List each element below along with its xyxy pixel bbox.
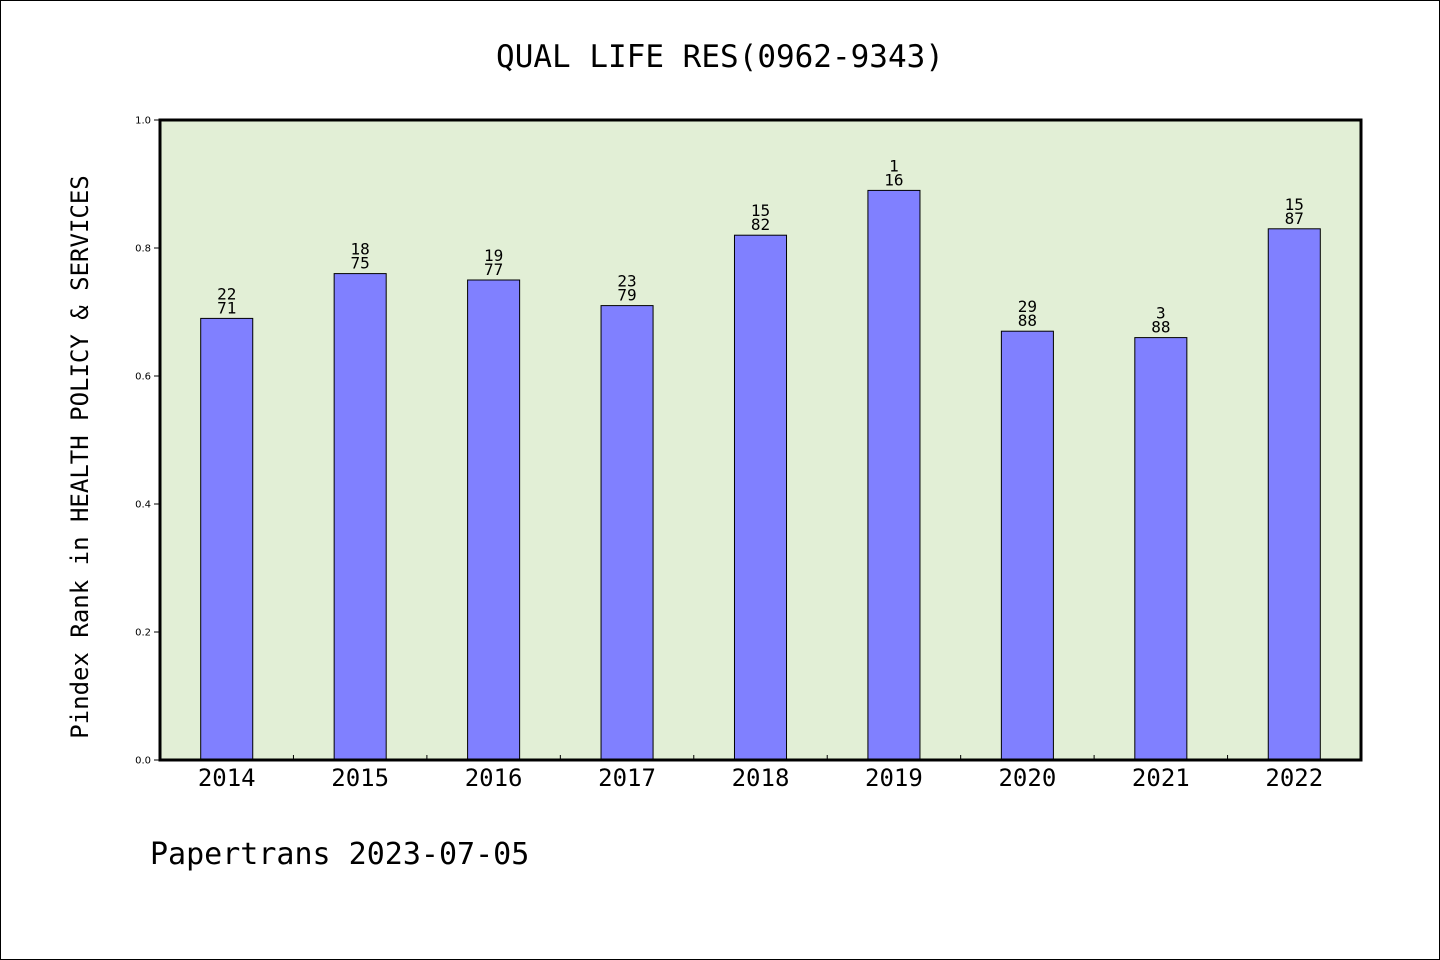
x-tick-label: 2014 bbox=[198, 764, 256, 792]
bar-2015 bbox=[333, 273, 387, 761]
y-tick-label: 0.6 bbox=[135, 372, 151, 383]
bar-2018 bbox=[733, 234, 788, 761]
footer-text: Papertrans 2023-07-05 bbox=[150, 837, 529, 872]
bar-label-rank: 15 bbox=[751, 201, 770, 220]
bars bbox=[200, 189, 1321, 761]
bar-2017 bbox=[600, 305, 654, 761]
bar-label-rank: 18 bbox=[351, 240, 370, 259]
bar-label-total: 88 bbox=[1151, 318, 1170, 337]
y-tick-label: 0.4 bbox=[135, 500, 151, 511]
bar-label-rank: 3 bbox=[1156, 304, 1166, 323]
y-tick-label: 0.0 bbox=[135, 756, 151, 767]
chart-title: QUAL LIFE RES(0962-9343) bbox=[496, 39, 944, 75]
bar-2016 bbox=[467, 279, 521, 761]
bar-2021 bbox=[1134, 337, 1188, 761]
x-axis-ticks: 2014 2015 2016 2017 2018 2019 2020 2021 2022 bbox=[198, 755, 1323, 792]
x-tick-label: 2018 bbox=[732, 764, 790, 792]
x-tick-label: 2022 bbox=[1265, 764, 1323, 792]
bar-label-total: 82 bbox=[751, 215, 770, 234]
x-tick-label: 2016 bbox=[465, 764, 523, 792]
bar-label-total: 71 bbox=[217, 298, 236, 317]
bar-label-rank: 1 bbox=[889, 156, 899, 175]
bar-label-total: 77 bbox=[484, 260, 503, 279]
bar-2014 bbox=[200, 317, 254, 761]
bar-label-rank: 15 bbox=[1285, 195, 1304, 214]
bar-2019 bbox=[867, 189, 921, 761]
y-tick-label: 0.8 bbox=[135, 244, 151, 255]
bar-label-rank: 23 bbox=[617, 272, 636, 291]
bar-label-rank: 22 bbox=[217, 284, 236, 303]
x-tick-label: 2021 bbox=[1132, 764, 1190, 792]
y-tick-label: 0.2 bbox=[135, 628, 151, 639]
plot-border bbox=[158, 118, 1363, 762]
bar-label-total: 87 bbox=[1285, 209, 1304, 228]
y-axis-ticks: 0.0 0.2 0.4 0.6 0.8 1.0 bbox=[135, 116, 160, 767]
bar-label-rank: 19 bbox=[484, 246, 503, 265]
y-tick-label: 1.0 bbox=[135, 116, 151, 127]
x-tick-label: 2019 bbox=[865, 764, 923, 792]
bar-label-total: 75 bbox=[351, 254, 370, 273]
bar-2022 bbox=[1267, 228, 1321, 761]
bar-2020 bbox=[1000, 330, 1054, 761]
y-axis-label: Pindex Rank in HEALTH POLICY & SERVICES bbox=[66, 175, 94, 739]
bar-label-total: 16 bbox=[884, 170, 903, 189]
x-tick-label: 2015 bbox=[331, 764, 389, 792]
bar-label-rank: 29 bbox=[1018, 297, 1037, 316]
x-tick-label: 2020 bbox=[998, 764, 1056, 792]
bar-label-total: 79 bbox=[617, 286, 636, 305]
bar-label-total: 88 bbox=[1018, 311, 1037, 330]
x-tick-label: 2017 bbox=[598, 764, 656, 792]
